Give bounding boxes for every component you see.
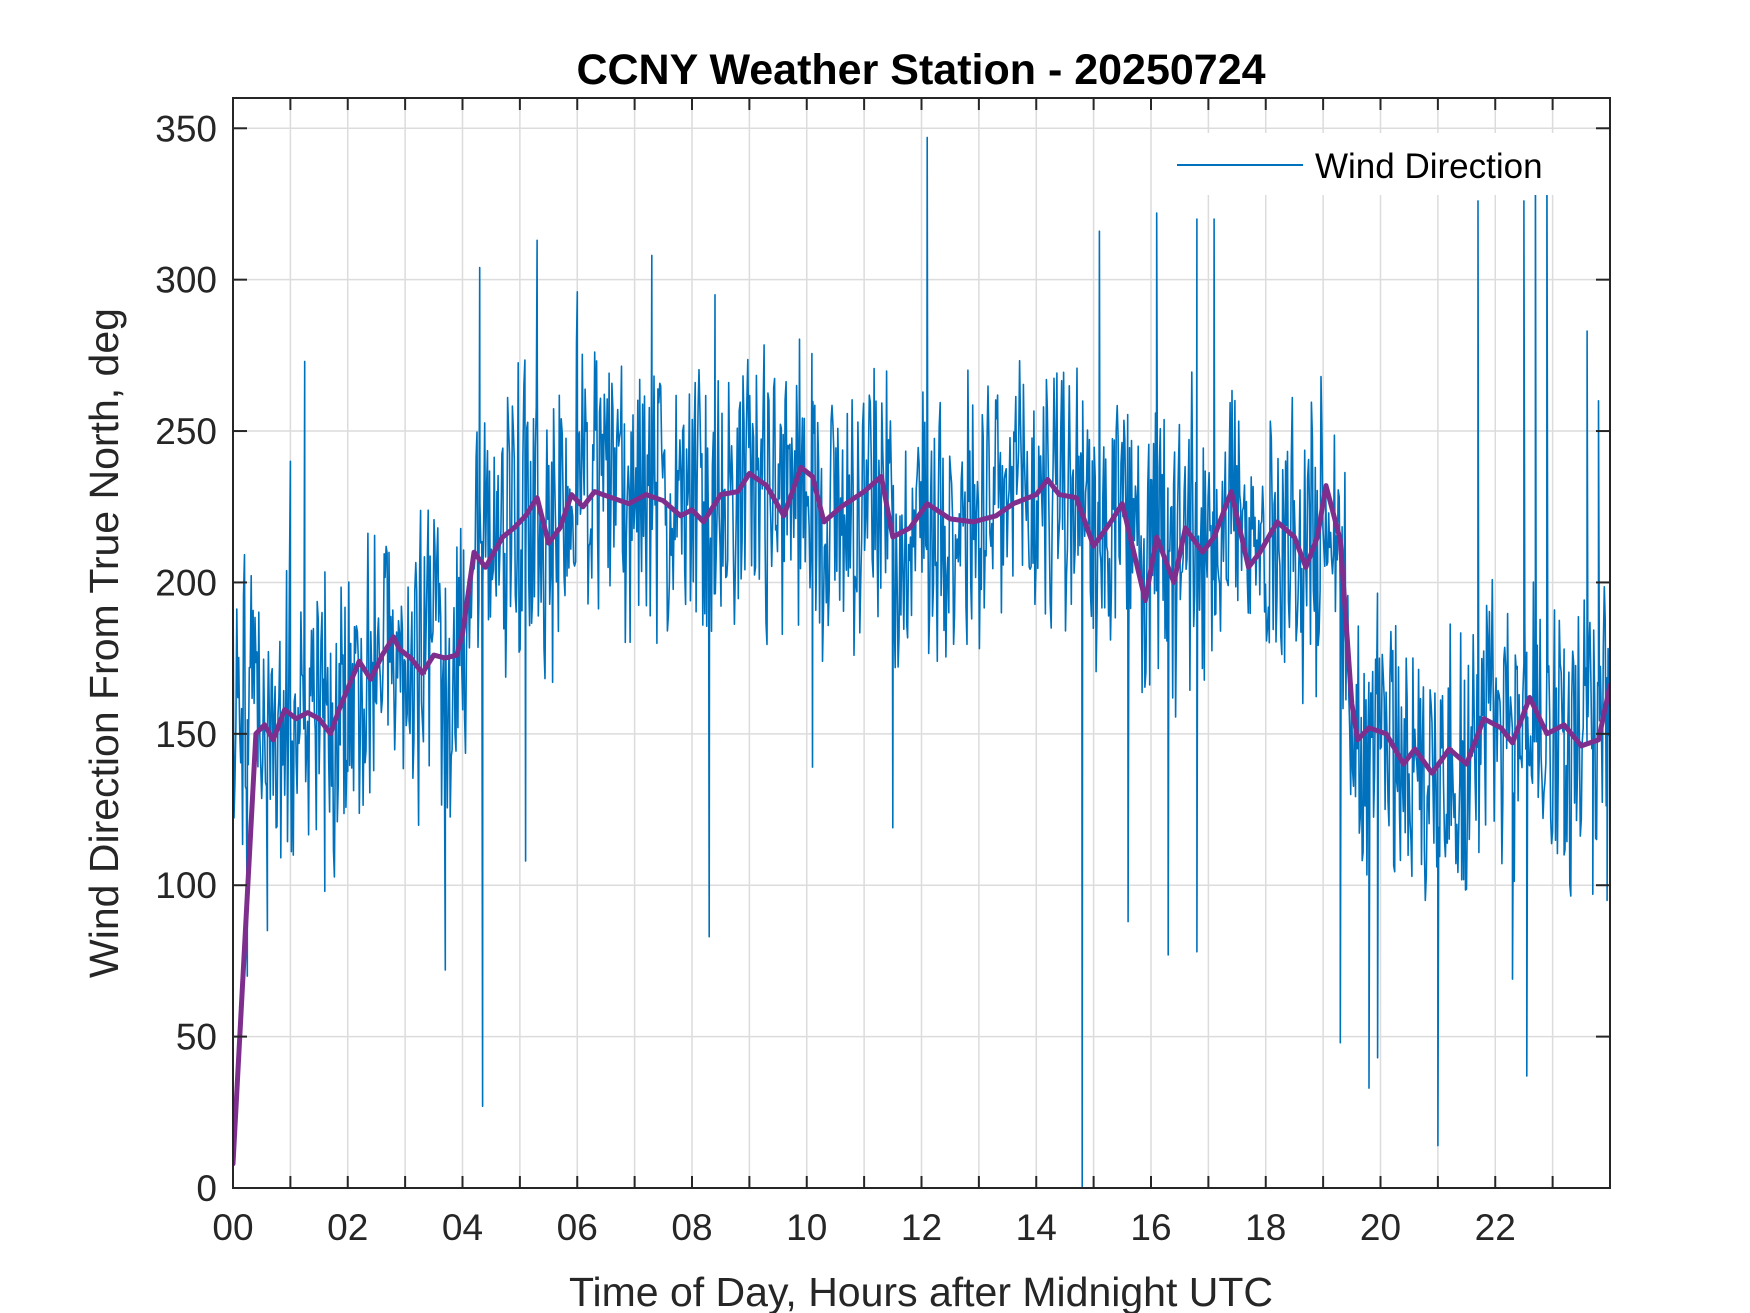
series-line-wind-direction bbox=[233, 136, 1610, 1188]
x-tick-label: 02 bbox=[327, 1207, 368, 1248]
y-tick-label: 100 bbox=[155, 865, 217, 906]
grid bbox=[233, 98, 1610, 1188]
y-tick-label: 0 bbox=[196, 1168, 217, 1209]
series-layer bbox=[233, 136, 1610, 1188]
x-tick-label: 22 bbox=[1475, 1207, 1516, 1248]
y-tick-label: 50 bbox=[176, 1017, 217, 1058]
chart-title: CCNY Weather Station - 20250724 bbox=[576, 46, 1265, 94]
x-tick-label: 08 bbox=[671, 1207, 712, 1248]
y-tick-label: 250 bbox=[155, 411, 217, 452]
series-line-smoothed-wind-direction bbox=[233, 464, 1610, 1167]
y-tick-label: 150 bbox=[155, 714, 217, 755]
x-tick-label: 00 bbox=[212, 1207, 253, 1248]
x-tick-label: 06 bbox=[557, 1207, 598, 1248]
x-tick-label: 12 bbox=[901, 1207, 942, 1248]
legend-label: Wind Direction bbox=[1315, 147, 1543, 186]
x-tick-label: 14 bbox=[1016, 1207, 1057, 1248]
legend: Wind Direction bbox=[1165, 133, 1585, 195]
y-axis-label: Wind Direction From True North, deg bbox=[81, 308, 127, 978]
y-tick-label: 300 bbox=[155, 260, 217, 301]
x-tick-label: 04 bbox=[442, 1207, 483, 1248]
x-axis-label: Time of Day, Hours after Midnight UTC bbox=[569, 1269, 1273, 1313]
y-tick-label: 200 bbox=[155, 562, 217, 603]
x-tick-label: 16 bbox=[1130, 1207, 1171, 1248]
ticks: 00 02 04 06 08 10 12 14 16 18 20 22 0 50 100 150 200 250 3… bbox=[155, 98, 1611, 1248]
x-tick-label: 18 bbox=[1245, 1207, 1286, 1248]
y-tick-label: 350 bbox=[155, 108, 217, 149]
x-tick-label: 10 bbox=[786, 1207, 827, 1248]
x-tick-label: 20 bbox=[1360, 1207, 1401, 1248]
